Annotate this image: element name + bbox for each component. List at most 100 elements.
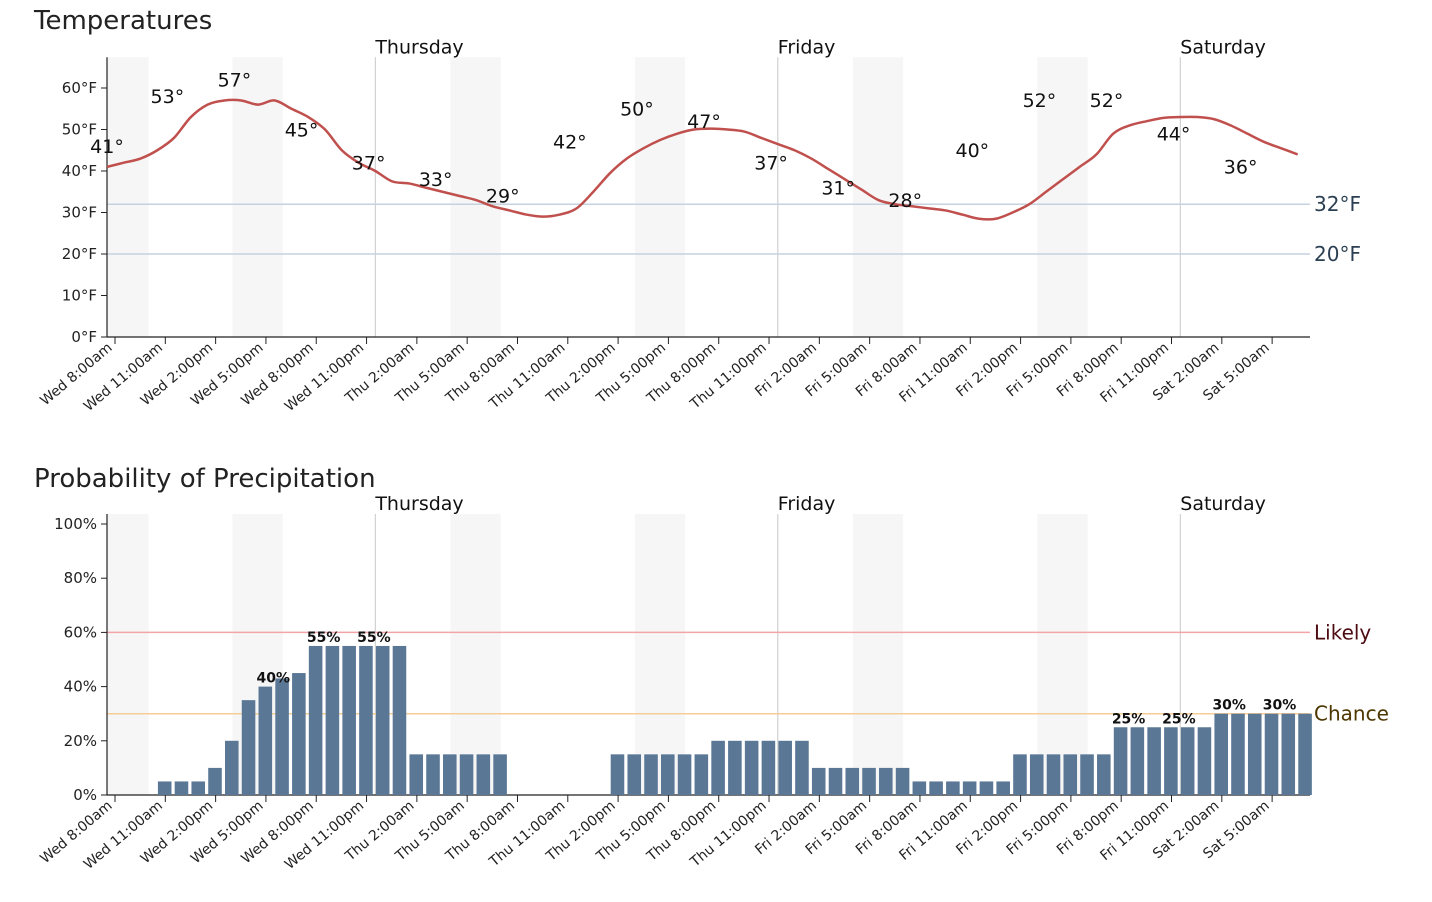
temp-night-band xyxy=(634,57,686,337)
temp-y-tick-label: 30°F xyxy=(62,204,97,222)
precipitation-bar xyxy=(292,673,306,795)
temperature-data-label: 33° xyxy=(419,169,453,191)
precipitation-bar xyxy=(1264,713,1279,795)
precipitation-bar xyxy=(208,767,222,795)
precipitation-bar xyxy=(191,781,206,795)
temperature-data-label: 36° xyxy=(1224,157,1258,179)
temperature-data-label: 31° xyxy=(821,177,855,199)
precipitation-bar xyxy=(1080,754,1094,795)
pop-y-tick-label: 40% xyxy=(64,678,97,696)
temp-y-tick-label: 60°F xyxy=(62,79,97,97)
precipitation-bar xyxy=(1113,727,1128,795)
pop-day-label: Saturday xyxy=(1180,493,1266,515)
precipitation-bar xyxy=(174,781,189,795)
precipitation-bar xyxy=(1097,754,1111,795)
temp-y-tick-label: 20°F xyxy=(62,245,97,263)
precipitation-bar xyxy=(962,781,977,795)
temperature-data-label: 37° xyxy=(754,152,788,174)
precipitation-bar xyxy=(493,754,507,795)
precipitation-bar xyxy=(677,754,692,795)
precipitation-data-label: 30% xyxy=(1212,698,1246,714)
precipitation-bar xyxy=(979,781,994,795)
precipitation-bar xyxy=(946,781,960,795)
pop-y-tick-label: 60% xyxy=(64,623,97,641)
precipitation-bar xyxy=(1063,754,1078,795)
temperature-data-label: 42° xyxy=(553,132,587,154)
precipitation-bar xyxy=(895,767,910,795)
precipitation-bar xyxy=(828,767,843,795)
pop-night-band xyxy=(232,514,283,795)
pop-night-band xyxy=(1037,514,1088,795)
temp-y-tick-label: 40°F xyxy=(62,162,97,180)
temperature-data-label: 44° xyxy=(1157,123,1191,145)
precipitation-bar xyxy=(224,740,239,795)
precipitation-chart-title: Probability of Precipitation xyxy=(34,464,376,494)
precipitation-bar xyxy=(325,645,340,795)
precipitation-bar xyxy=(409,754,424,795)
temperature-series-line xyxy=(106,98,1299,221)
precipitation-bar xyxy=(308,645,323,795)
precipitation-bar xyxy=(627,754,642,795)
temperature-data-label: 40° xyxy=(955,140,989,162)
pop-y-tick-label: 80% xyxy=(64,569,97,587)
precipitation-bar xyxy=(879,767,893,795)
temp-y-tick-label: 10°F xyxy=(62,287,97,305)
precipitation-bar xyxy=(1046,754,1061,795)
precipitation-bar xyxy=(694,754,709,795)
pop-night-band xyxy=(450,514,501,795)
precipitation-data-label: 30% xyxy=(1263,698,1297,714)
temperature-data-label: 37° xyxy=(352,152,386,174)
temperature-data-label: 45° xyxy=(285,119,319,141)
precipitation-data-label: 25% xyxy=(1112,711,1146,727)
precipitation-bar xyxy=(1197,727,1212,795)
precipitation-bar xyxy=(1247,713,1262,795)
precipitation-bar xyxy=(359,645,373,795)
precipitation-bar xyxy=(258,686,273,795)
pop-y-tick-label: 0% xyxy=(73,786,97,804)
pop-y-tick-label: 100% xyxy=(54,515,97,533)
temp-y-tick-label: 50°F xyxy=(62,121,97,139)
precipitation-bar xyxy=(744,740,759,795)
temperature-chart-title: Temperatures xyxy=(34,6,213,36)
temperature-data-label: 53° xyxy=(151,86,185,108)
temp-y-tick-label: 0°F xyxy=(71,328,97,346)
temp-reference-label: 20°F xyxy=(1314,242,1361,266)
precipitation-bar xyxy=(241,700,256,795)
temperature-data-label: 41° xyxy=(90,136,124,158)
temperature-data-label: 29° xyxy=(486,186,520,208)
pop-night-band xyxy=(634,514,686,795)
precipitation-bar xyxy=(728,740,742,795)
temp-day-label: Friday xyxy=(778,36,836,58)
precipitation-data-label: 55% xyxy=(357,630,391,646)
precipitation-bar xyxy=(862,767,876,795)
precipitation-bar xyxy=(375,645,390,795)
precipitation-bar xyxy=(392,645,407,795)
precipitation-bar xyxy=(1231,713,1245,795)
precipitation-data-label: 40% xyxy=(257,671,291,687)
precipitation-bar xyxy=(1298,713,1312,795)
precipitation-bar xyxy=(1180,727,1195,795)
pop-night-band xyxy=(852,514,904,795)
precipitation-bar xyxy=(845,767,860,795)
precipitation-bar xyxy=(1013,754,1027,795)
pop-reference-label: Likely xyxy=(1314,620,1371,644)
precipitation-bar xyxy=(426,754,440,795)
temp-night-band xyxy=(852,57,904,337)
temperature-data-label: 28° xyxy=(888,190,922,212)
precipitation-bar xyxy=(761,740,776,795)
temperature-chart: Thursday Friday Saturday 32°F 20°F 0°F 10°F 20°… xyxy=(37,36,1361,415)
temp-night-band xyxy=(1037,57,1088,337)
precipitation-bar xyxy=(1147,727,1161,795)
temp-day-label: Thursday xyxy=(374,36,463,58)
pop-night-band xyxy=(107,514,149,795)
pop-day-label: Friday xyxy=(778,493,836,515)
temperature-data-label: 52° xyxy=(1023,90,1057,112)
temperature-data-label: 47° xyxy=(687,111,721,133)
precipitation-bar xyxy=(1214,713,1228,795)
precipitation-bar xyxy=(661,754,675,795)
precipitation-data-label: 25% xyxy=(1162,711,1196,727)
precipitation-data-label: 55% xyxy=(307,630,341,646)
temp-day-label: Saturday xyxy=(1180,36,1266,58)
precipitation-bar xyxy=(476,754,491,795)
precipitation-bar xyxy=(711,740,725,795)
